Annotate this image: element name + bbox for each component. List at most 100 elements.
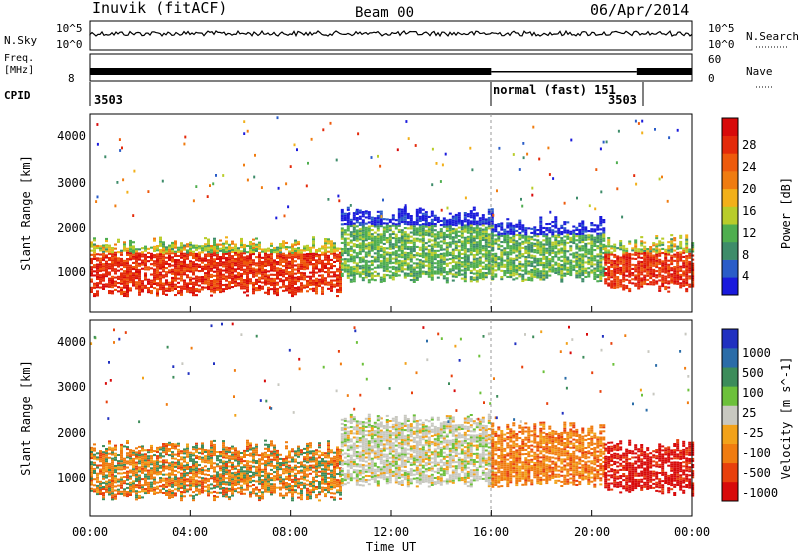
echo-cell xyxy=(572,268,576,271)
echo-cell xyxy=(475,241,479,244)
echo-cell xyxy=(637,275,641,278)
sporadic-echo xyxy=(563,201,566,205)
echo-cell xyxy=(129,494,132,496)
echo-cell xyxy=(403,268,407,271)
echo-cell xyxy=(536,268,540,271)
echo-cell xyxy=(126,288,129,291)
echo-cell xyxy=(90,448,93,451)
echo-cell xyxy=(231,255,234,258)
echo-cell xyxy=(243,246,246,249)
echo-cell xyxy=(168,283,171,286)
echo-cell xyxy=(554,220,558,223)
echo-cell xyxy=(156,253,159,256)
echo-cell xyxy=(135,264,138,267)
echo-cell xyxy=(99,454,102,457)
echo-cell xyxy=(566,235,570,238)
echo-cell xyxy=(376,233,380,236)
echo-cell xyxy=(321,288,324,291)
echo-cell xyxy=(132,241,135,244)
echo-cell xyxy=(114,243,117,246)
echo-cell xyxy=(186,251,189,254)
echo-cell xyxy=(138,474,141,477)
echo-cell xyxy=(135,455,138,458)
echo-cell xyxy=(391,265,395,268)
echo-cell xyxy=(406,266,410,269)
echo-cell xyxy=(282,265,285,268)
echo-cell xyxy=(379,253,383,256)
echo-cell xyxy=(93,286,96,289)
echo-cell xyxy=(524,235,528,238)
echo-cell xyxy=(234,264,237,267)
echo-cell xyxy=(195,246,198,249)
echo-cell xyxy=(225,240,228,243)
echo-cell xyxy=(388,225,392,228)
echo-cell xyxy=(102,275,105,278)
echo-cell xyxy=(306,281,309,284)
echo-cell xyxy=(141,261,144,264)
echo-cell xyxy=(123,270,126,273)
echo-cell xyxy=(123,457,126,460)
echo-cell xyxy=(111,257,114,260)
echo-cell xyxy=(466,266,470,269)
echo-cell xyxy=(634,243,638,246)
echo-cell xyxy=(596,263,600,266)
echo-cell xyxy=(581,253,585,256)
echo-cell xyxy=(183,252,186,255)
echo-cell xyxy=(114,264,117,267)
echo-cell xyxy=(590,242,594,245)
echo-cell xyxy=(333,246,336,249)
echo-cell xyxy=(120,251,123,254)
echo-cell xyxy=(670,279,674,282)
echo-cell xyxy=(120,260,123,263)
echo-cell xyxy=(527,245,531,248)
echo-cell xyxy=(150,483,153,486)
echo-cell xyxy=(336,249,339,252)
echo-cell xyxy=(634,282,638,285)
echo-cell xyxy=(240,239,243,242)
echo-cell xyxy=(171,285,174,288)
echo-cell xyxy=(652,279,656,282)
echo-cell xyxy=(213,254,216,257)
sporadic-echo xyxy=(329,121,332,125)
echo-cell xyxy=(195,269,198,272)
echo-cell xyxy=(679,236,683,239)
echo-cell xyxy=(554,271,558,274)
echo-cell xyxy=(655,251,659,254)
echo-cell xyxy=(318,249,321,252)
echo-cell xyxy=(291,268,294,271)
echo-cell xyxy=(102,475,105,478)
echo-cell xyxy=(682,251,686,254)
echo-cell xyxy=(294,239,297,242)
echo-cell xyxy=(165,473,168,476)
echo-cell xyxy=(147,489,150,492)
echo-cell xyxy=(321,266,324,269)
echo-cell xyxy=(165,252,168,255)
echo-cell xyxy=(379,241,383,244)
echo-cell xyxy=(249,267,252,270)
echo-cell xyxy=(343,216,347,219)
echo-cell xyxy=(370,216,374,219)
echo-cell xyxy=(273,269,276,272)
echo-cell xyxy=(126,466,129,469)
sporadic-echo xyxy=(602,140,605,144)
echo-cell xyxy=(527,270,531,273)
echo-cell xyxy=(436,241,440,244)
echo-cell xyxy=(150,257,153,260)
echo-cell xyxy=(539,241,543,244)
echo-cell xyxy=(189,252,192,255)
echo-cell xyxy=(670,269,674,272)
echo-cell xyxy=(406,256,410,259)
echo-cell xyxy=(593,242,597,245)
echo-cell xyxy=(551,221,555,224)
echo-cell xyxy=(584,247,588,250)
echo-cell xyxy=(469,245,473,248)
echo-cell xyxy=(649,250,653,253)
echo-cell xyxy=(688,250,692,253)
echo-cell xyxy=(252,271,255,274)
echo-cell xyxy=(533,275,537,278)
echo-cell xyxy=(306,284,309,287)
echo-cell xyxy=(117,466,120,469)
echo-cell xyxy=(111,284,114,287)
echo-cell xyxy=(358,252,362,255)
echo-cell xyxy=(430,264,434,267)
